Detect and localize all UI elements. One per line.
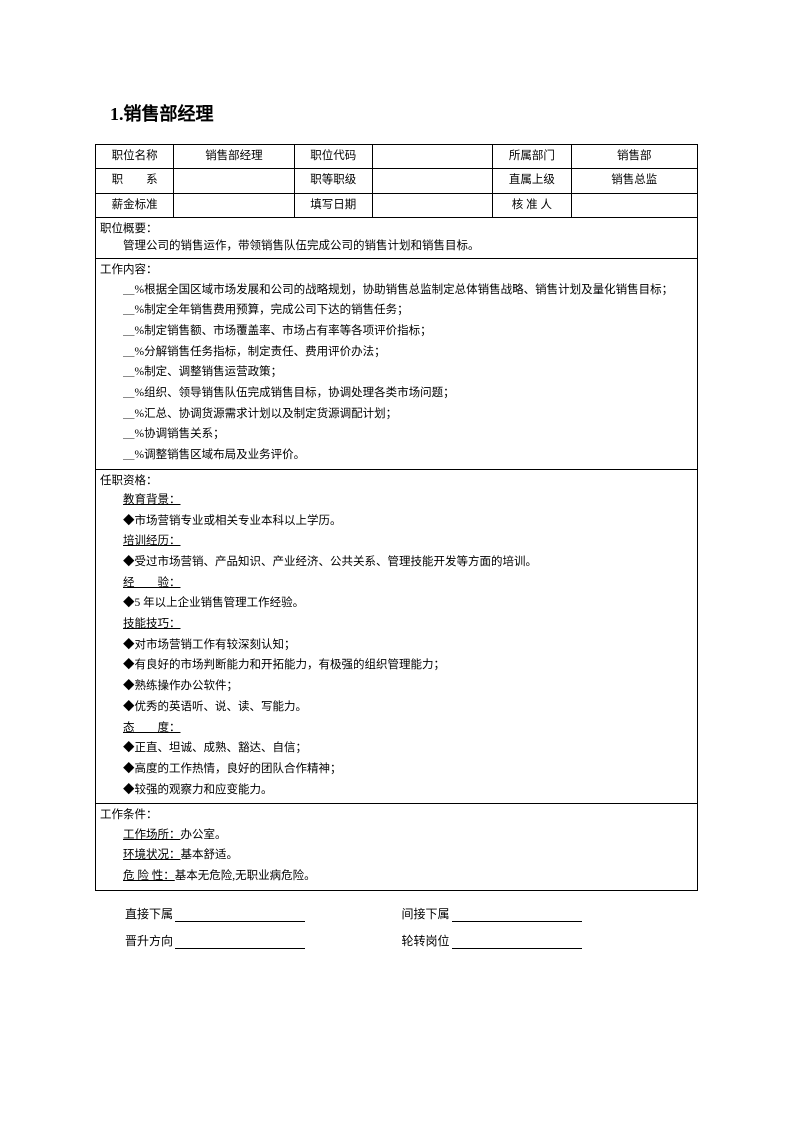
value-position-name: 销售部经理 [174, 145, 294, 169]
att-header: 态 度： [123, 722, 181, 734]
att-item: ◆较强的观察力和应变能力。 [100, 780, 693, 801]
value-grade [372, 169, 492, 193]
label-approver: 核 准 人 [493, 193, 571, 217]
header-row-1: 职位名称 销售部经理 职位代码 所属部门 销售部 [96, 145, 698, 169]
value-position-code [372, 145, 492, 169]
label-fill-date: 填写日期 [294, 193, 372, 217]
conditions-cell: 工作条件： 工作场所：办公室。 环境状况：基本舒适。 危 险 性：基本无危险,无… [96, 804, 698, 890]
overview-text: 管理公司的销售运作，带领销售队伍完成公司的销售计划和销售目标。 [100, 238, 693, 255]
footer-indirect-sub: 间接下属 [402, 905, 450, 922]
cond-env-v: 基本舒适。 [181, 849, 239, 861]
label-position-code: 职位代码 [294, 145, 372, 169]
value-approver [571, 193, 697, 217]
blank-line [452, 908, 582, 922]
train-header: 培训经历： [123, 535, 181, 547]
job-description-table: 职位名称 销售部经理 职位代码 所属部门 销售部 职 系 职等职级 直属上级 销… [95, 144, 698, 891]
exp-item: ◆5 年以上企业销售管理工作经验。 [100, 593, 693, 614]
cond-place-h: 工作场所： [123, 829, 181, 841]
cond-risk-v: 基本无危险,无职业病危险。 [175, 870, 316, 882]
value-supervisor: 销售总监 [571, 169, 697, 193]
value-fill-date [372, 193, 492, 217]
qual-label: 任职资格： [100, 475, 158, 487]
footer-promotion: 晋升方向 [125, 932, 173, 949]
qualifications-cell: 任职资格： 教育背景： ◆市场营销专业或相关专业本科以上学历。 培训经历： ◆受… [96, 469, 698, 804]
label-grade: 职等职级 [294, 169, 372, 193]
label-job-series: 职 系 [96, 169, 174, 193]
label-salary: 薪金标准 [96, 193, 174, 217]
label-department: 所属部门 [493, 145, 571, 169]
duties-cell: 工作内容： ＿%根据全国区域市场发展和公司的战略规划，协助销售总监制定总体销售战… [96, 259, 698, 469]
header-row-3: 薪金标准 填写日期 核 准 人 [96, 193, 698, 217]
duty-item: ＿%调整销售区域布局及业务评价。 [100, 445, 693, 466]
exp-header: 经 验： [123, 577, 181, 589]
value-job-series [174, 169, 294, 193]
edu-header: 教育背景： [123, 494, 181, 506]
cond-risk-h: 危 险 性： [123, 870, 175, 882]
header-row-2: 职 系 职等职级 直属上级 销售总监 [96, 169, 698, 193]
skill-item: ◆优秀的英语听、说、读、写能力。 [100, 697, 693, 718]
duty-item: ＿%根据全国区域市场发展和公司的战略规划，协助销售总监制定总体销售战略、销售计划… [100, 280, 693, 301]
duty-item: ＿%汇总、协调货源需求计划以及制定货源调配计划； [100, 404, 693, 425]
duty-item: ＿%制定全年销售费用预算，完成公司下达的销售任务； [100, 300, 693, 321]
edu-item: ◆市场营销专业或相关专业本科以上学历。 [100, 511, 693, 532]
skill-header: 技能技巧： [123, 618, 181, 630]
footer-rotation: 轮转岗位 [402, 932, 450, 949]
duty-item: ＿%分解销售任务指标，制定责任、费用评价办法； [100, 342, 693, 363]
skill-item: ◆对市场营销工作有较深刻认知； [100, 635, 693, 656]
skill-item: ◆有良好的市场判断能力和开拓能力，有极强的组织管理能力； [100, 655, 693, 676]
blank-line [175, 935, 305, 949]
duty-item: ＿%制定、调整销售运营政策； [100, 362, 693, 383]
footer-direct-sub: 直接下属 [125, 905, 173, 922]
label-position-name: 职位名称 [96, 145, 174, 169]
overview-cell: 职位概要： 管理公司的销售运作，带领销售队伍完成公司的销售计划和销售目标。 [96, 217, 698, 259]
page-title: 1.销售部经理 [110, 100, 698, 126]
duty-item: ＿%制定销售额、市场覆盖率、市场占有率等各项评价指标； [100, 321, 693, 342]
overview-label: 职位概要： [100, 223, 158, 235]
train-item: ◆受过市场营销、产品知识、产业经济、公共关系、管理技能开发等方面的培训。 [100, 552, 693, 573]
blank-line [175, 908, 305, 922]
document-page: 1.销售部经理 职位名称 销售部经理 职位代码 所属部门 销售部 职 系 职等职… [0, 0, 793, 1122]
cond-label: 工作条件： [100, 809, 158, 821]
value-salary [174, 193, 294, 217]
att-item: ◆正直、坦诚、成熟、豁达、自信； [100, 738, 693, 759]
value-department: 销售部 [571, 145, 697, 169]
blank-line [452, 935, 582, 949]
duty-item: ＿%协调销售关系； [100, 424, 693, 445]
cond-env-h: 环境状况： [123, 849, 181, 861]
duty-item: ＿%组织、领导销售队伍完成销售目标，协调处理各类市场问题； [100, 383, 693, 404]
duties-label: 工作内容： [100, 264, 158, 276]
footer-fields: 直接下属 间接下属 晋升方向 轮转岗位 [95, 905, 698, 949]
cond-place-v: 办公室。 [181, 829, 227, 841]
label-supervisor: 直属上级 [493, 169, 571, 193]
att-item: ◆高度的工作热情，良好的团队合作精神； [100, 759, 693, 780]
skill-item: ◆熟练操作办公软件； [100, 676, 693, 697]
